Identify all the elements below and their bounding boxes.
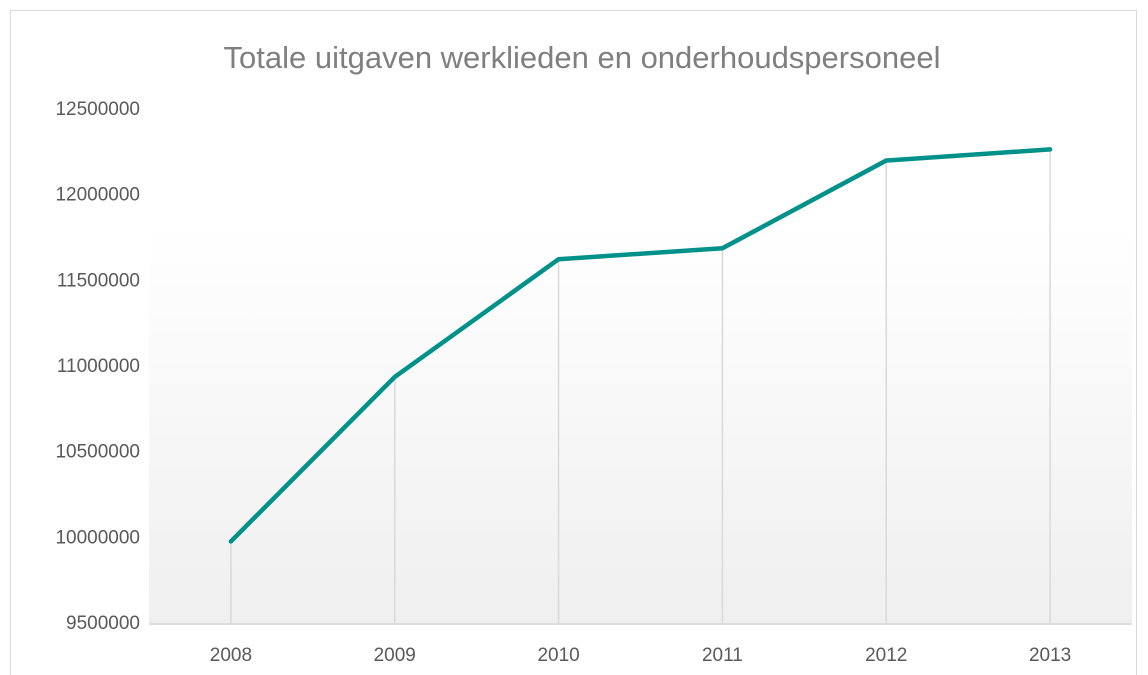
y-tick-label: 11000000 [57, 356, 140, 377]
y-tick-label: 12000000 [55, 185, 140, 206]
y-tick-label: 12500000 [55, 99, 140, 120]
x-tick-label: 2013 [1029, 645, 1071, 666]
x-tick-label: 2011 [702, 645, 743, 666]
x-tick-label: 2010 [537, 645, 579, 666]
plot-background [149, 225, 1132, 625]
chart-title: Totale uitgaven werklieden en onderhouds… [224, 40, 941, 75]
y-tick-label: 10500000 [55, 442, 140, 463]
y-tick-label: 9500000 [66, 613, 140, 634]
x-tick-label: 2009 [374, 645, 416, 666]
y-tick-label: 10000000 [55, 527, 140, 548]
y-tick-label: 11500000 [57, 270, 140, 291]
x-tick-label: 2012 [865, 645, 907, 666]
x-tick-label: 2008 [210, 645, 252, 666]
data-line [228, 147, 1053, 544]
